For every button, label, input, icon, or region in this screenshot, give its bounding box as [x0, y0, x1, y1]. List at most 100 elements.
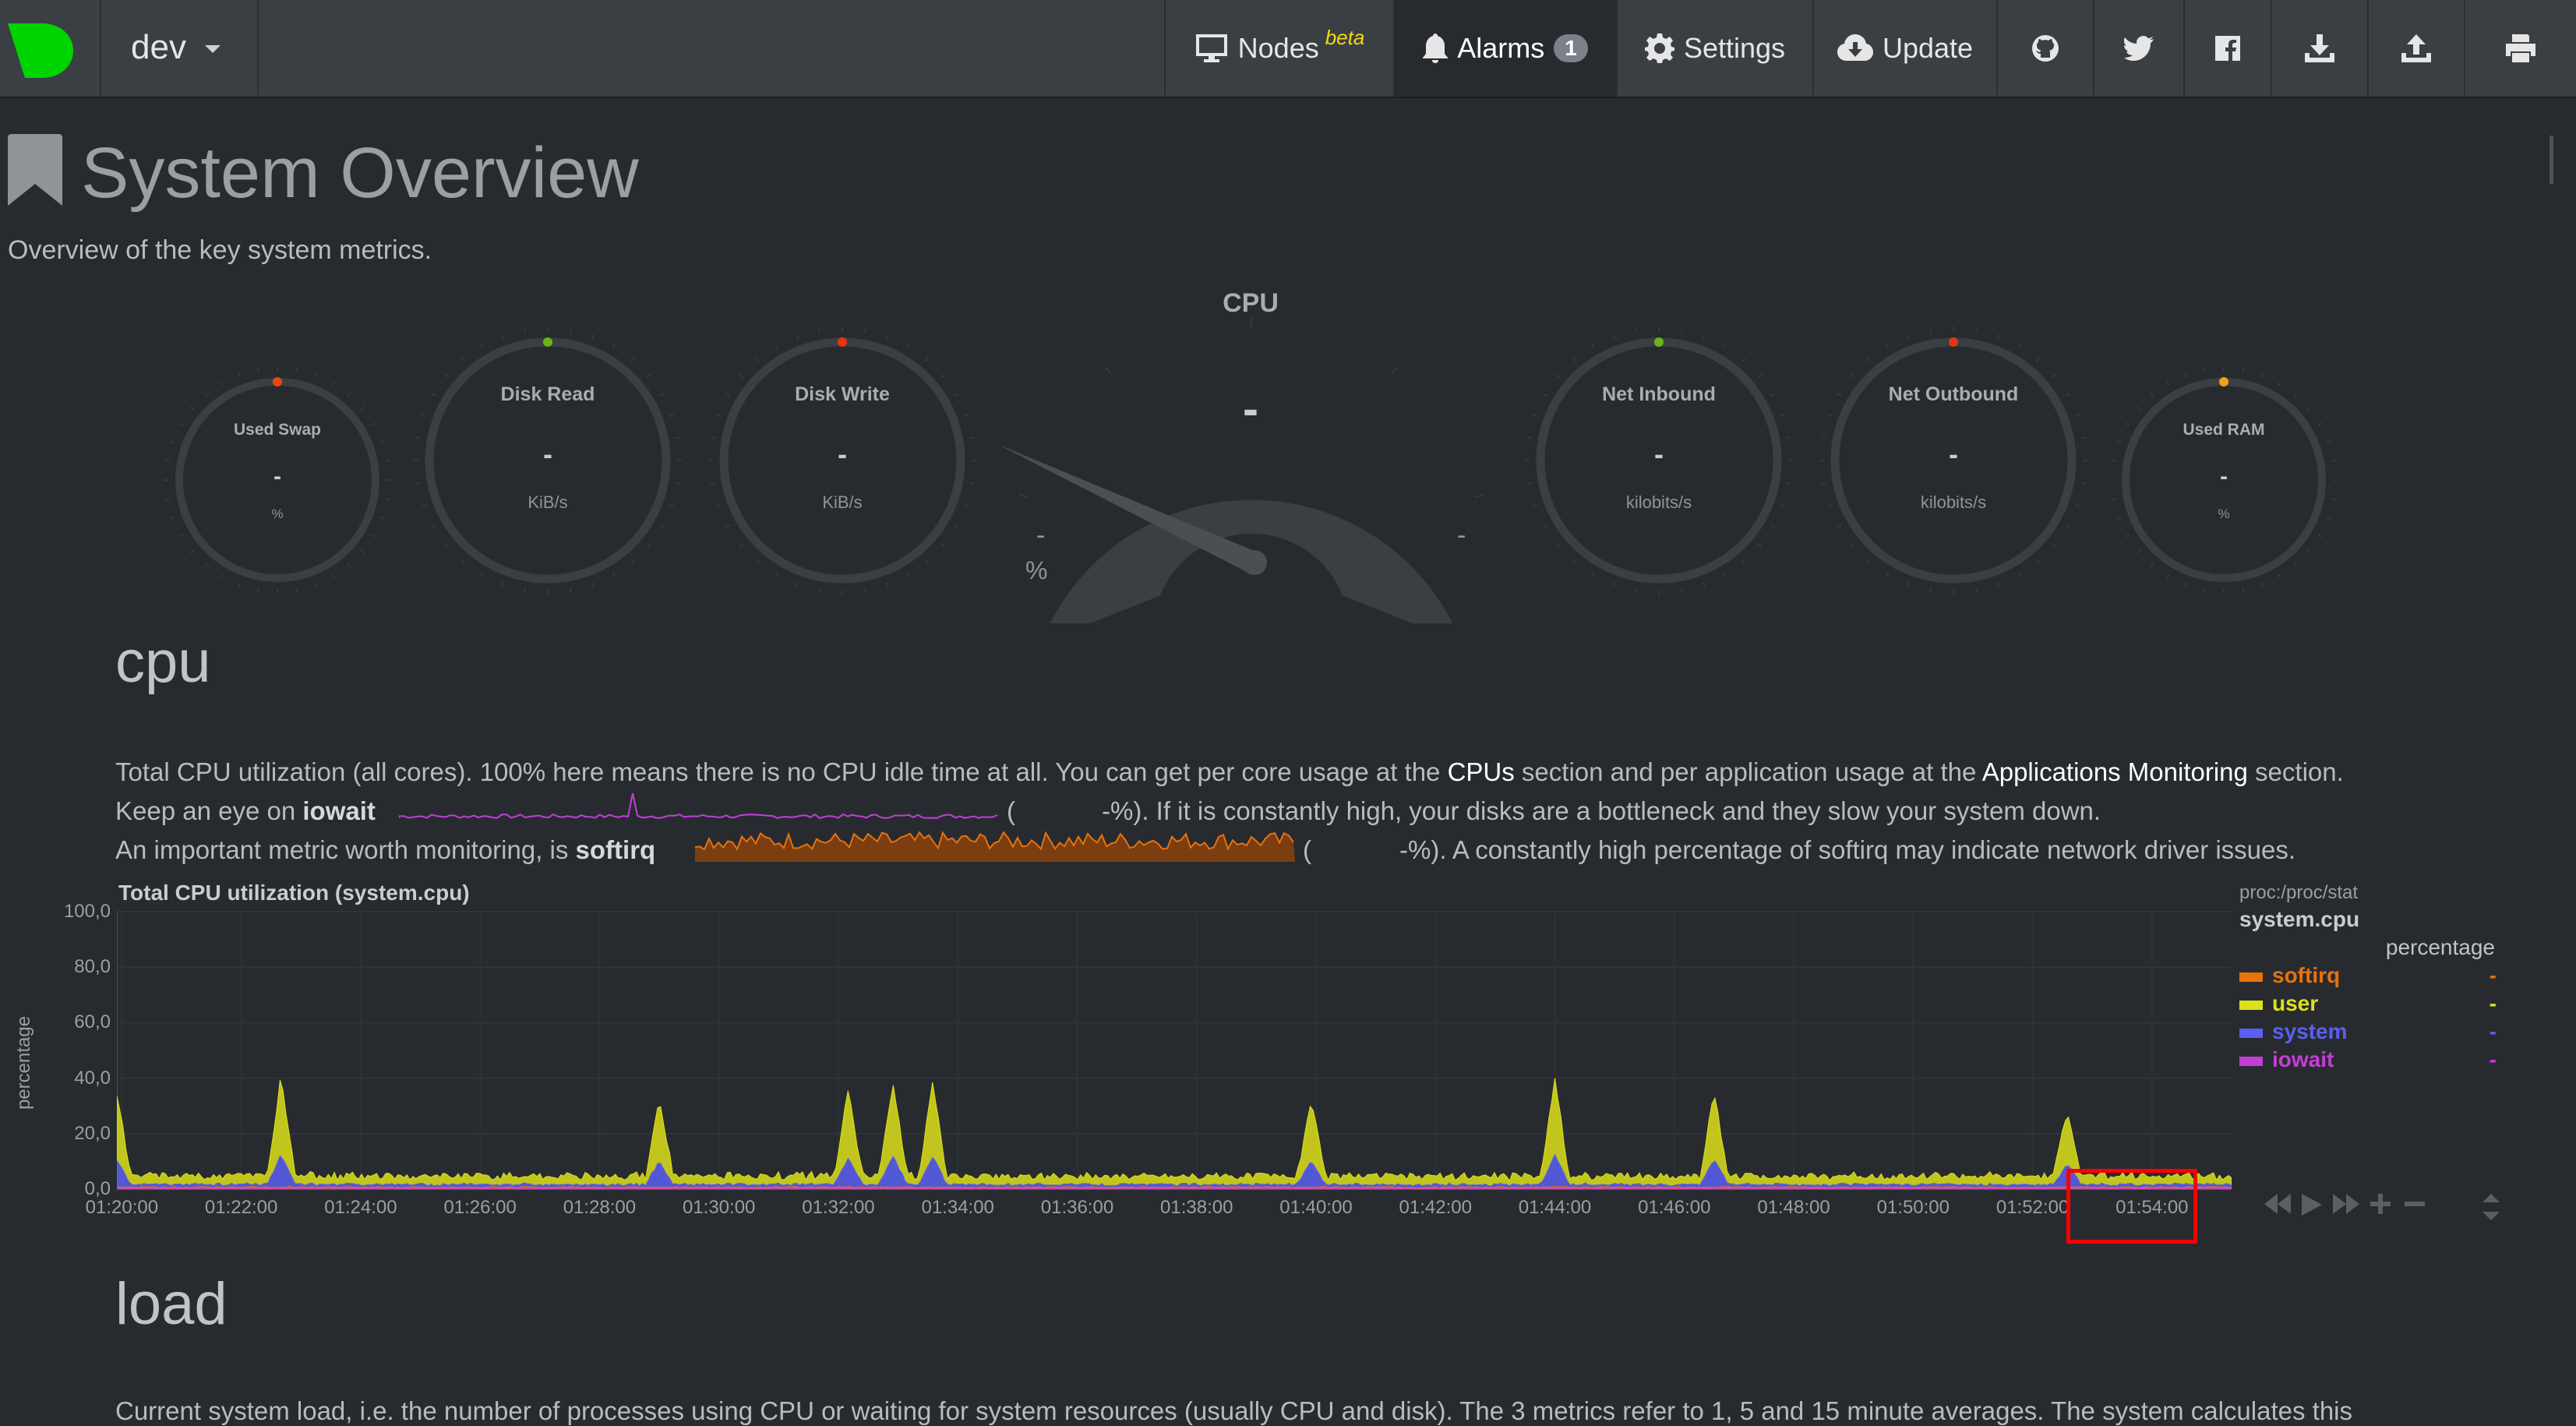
backward-icon [2264, 1194, 2291, 1214]
gauge-tick [716, 414, 722, 418]
disk-read-gauge[interactable]: Disk Read - KiB/s [421, 334, 675, 588]
cpus-link[interactable]: CPUs [1447, 757, 1515, 786]
import-button[interactable] [2367, 0, 2464, 97]
chart-units: percentage [2385, 935, 2495, 959]
legend-swatch [2239, 1057, 2263, 1066]
cpu-gauge-arc[interactable] [1041, 499, 1461, 623]
gauge-tick [431, 524, 436, 528]
x-tick-label: 01:28:00 [563, 1197, 637, 1218]
gauge-tick [1542, 393, 1547, 397]
gauge-tick [178, 534, 184, 538]
gauge-tick [591, 334, 595, 340]
gauge-tick [1104, 366, 1112, 376]
gauges-canvas [164, 318, 2338, 623]
gauge-tick [1770, 524, 1776, 528]
facebook-button[interactable] [2183, 0, 2271, 97]
gauge-tick [1612, 581, 1616, 587]
gauge-tick [1542, 524, 1547, 528]
gauge-tick [2080, 436, 2086, 439]
x-tick-label: 01:42:00 [1399, 1197, 1472, 1218]
disk-write-gauge[interactable]: Disk Write - KiB/s [715, 334, 969, 588]
gauge-tick [2074, 503, 2080, 507]
zoom-in-button[interactable] [2370, 1194, 2391, 1218]
gauge-tick [924, 559, 930, 564]
alarms-button[interactable]: Alarms 1 [1393, 0, 1616, 97]
gauge-tick [1907, 334, 1911, 340]
gauge-tick [2317, 534, 2323, 538]
update-button[interactable]: Update [1812, 0, 1996, 97]
gauge-tick [630, 357, 635, 362]
pan-right-button[interactable] [2333, 1194, 2359, 1218]
x-tick-label: 01:22:00 [204, 1197, 278, 1218]
print-button[interactable] [2464, 0, 2576, 97]
gauge-tick [431, 393, 436, 397]
twitter-button[interactable] [2093, 0, 2183, 97]
host-name: dev [131, 28, 186, 66]
x-tick-label: 01:30:00 [682, 1197, 756, 1218]
legend-item-softirq[interactable]: softirq - [2239, 963, 2497, 990]
gauge-tick [612, 344, 616, 349]
resize-icon [2482, 1194, 2500, 1220]
nav-separator [257, 0, 259, 97]
play-button[interactable] [2302, 1194, 2322, 1220]
resize-handle[interactable] [2482, 1194, 2500, 1224]
text: An important metric worth monitoring, is [115, 835, 576, 864]
gauge-tick [2136, 406, 2141, 411]
settings-button[interactable]: Settings [1616, 0, 1812, 97]
gauge-tick [444, 542, 450, 548]
used-ram-gauge[interactable]: Used RAM - % [2118, 382, 2330, 594]
gauge-tick [2326, 516, 2331, 520]
gauge-tick [954, 393, 959, 397]
cpu-gauge-title: CPU [1223, 288, 1279, 318]
applications-monitoring-link[interactable]: Applications Monitoring [1981, 757, 2248, 786]
settings-label: Settings [1683, 32, 1786, 64]
cpu-chart-plot[interactable] [117, 910, 2232, 1191]
highlight-annotation [2066, 1169, 2197, 1244]
gauge-tick [2052, 373, 2057, 379]
gauge-tick [963, 503, 969, 507]
gauge-tick [461, 559, 466, 564]
softirq-label: softirq [575, 835, 656, 864]
download-icon [2305, 34, 2334, 62]
iowait-sparkline[interactable] [399, 790, 999, 823]
cloud-download-icon [1837, 34, 1873, 61]
gauge-tick [659, 393, 665, 397]
gauge-value: - [838, 438, 847, 470]
text: -%). A constantly high percentage of sof… [1399, 835, 2296, 864]
gauge-tick [818, 588, 821, 593]
nodes-button[interactable]: Nodes beta [1164, 0, 1393, 97]
legend-item-system[interactable]: system - [2239, 1019, 2497, 1046]
gauge-tick [2017, 572, 2021, 577]
export-button[interactable] [2271, 0, 2367, 97]
netdata-logo-icon[interactable] [8, 23, 73, 78]
softirq-sparkline[interactable] [695, 826, 1295, 862]
legend-name: softirq [2272, 963, 2341, 987]
github-button[interactable] [1996, 0, 2093, 97]
gauge-tick [659, 524, 665, 528]
legend-item-iowait[interactable]: iowait - [2239, 1047, 2497, 1074]
text: section and per application usage at the [1514, 757, 1982, 786]
gauge-tick [2293, 563, 2298, 568]
used-swap-gauge[interactable]: Used Swap - % [171, 382, 383, 594]
gauge-tick [203, 392, 208, 397]
x-tick-label: 01:26:00 [443, 1197, 517, 1218]
net-outbound-gauge[interactable]: Net Outbound - kilobits/s [1826, 334, 2080, 588]
text: Keep an eye on [115, 796, 303, 825]
x-tick-label: 01:52:00 [1996, 1197, 2070, 1218]
scrollbar-thumb[interactable] [2550, 136, 2553, 184]
zoom-out-button[interactable] [2405, 1194, 2425, 1218]
legend-swatch [2239, 972, 2263, 982]
pan-left-button[interactable] [2264, 1194, 2291, 1218]
gauge-tick [501, 581, 505, 587]
legend-item-user[interactable]: user - [2239, 991, 2497, 1018]
x-tick-label: 01:48:00 [1757, 1197, 1830, 1218]
host-selector[interactable]: dev [131, 28, 221, 67]
gauge-tick [1827, 503, 1833, 507]
gauge-title: Disk Write [795, 383, 890, 405]
gauge-tick [170, 440, 175, 444]
gauge-tick [1533, 414, 1538, 418]
gauge-tick [1741, 357, 1746, 362]
gauge-tick [347, 392, 351, 397]
net-inbound-gauge[interactable]: Net Inbound - kilobits/s [1532, 334, 1786, 588]
gauge-tick [2184, 582, 2188, 588]
